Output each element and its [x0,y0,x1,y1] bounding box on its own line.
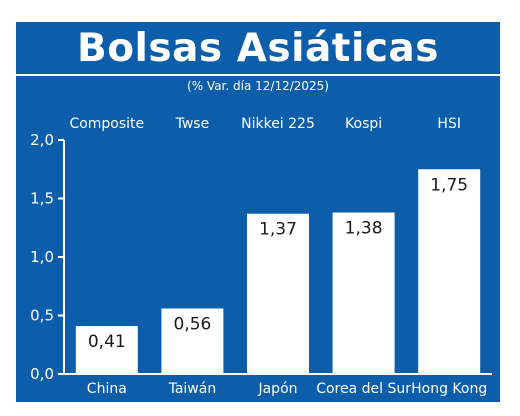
chart-title: Bolsas Asiáticas [77,26,439,71]
index-name-label: Kospi [345,116,382,132]
bar-value-label: 1,38 [345,219,383,239]
y-tick-label: 0,0 [30,365,54,383]
index-name-label: HSI [437,116,461,132]
bar-value-label: 0,41 [88,332,126,352]
title-divider [16,74,500,76]
index-name-label: Nikkei 225 [241,116,315,132]
category-label: Japón [257,381,297,397]
bar-value-label: 1,75 [430,175,468,195]
category-label: China [87,381,127,397]
bar [418,169,481,374]
chart-subtitle: (% Var. día 12/12/2025) [187,79,329,93]
y-tick-label: 1,5 [30,190,54,208]
bar [332,212,395,374]
bar-value-label: 1,37 [259,220,297,240]
y-tick-label: 0,5 [30,307,54,325]
index-name-label: Twse [175,116,210,132]
bar-value-label: 0,56 [173,314,211,334]
bar [247,213,309,374]
bar [161,308,224,374]
y-tick-label: 2,0 [30,131,54,149]
category-label: Corea del Sur [316,381,411,397]
y-tick-label: 1,0 [30,248,54,266]
category-label: Taiwán [168,381,217,397]
index-name-label: Composite [69,116,144,132]
category-label: Hong Kong [411,381,487,397]
bar [75,326,138,374]
